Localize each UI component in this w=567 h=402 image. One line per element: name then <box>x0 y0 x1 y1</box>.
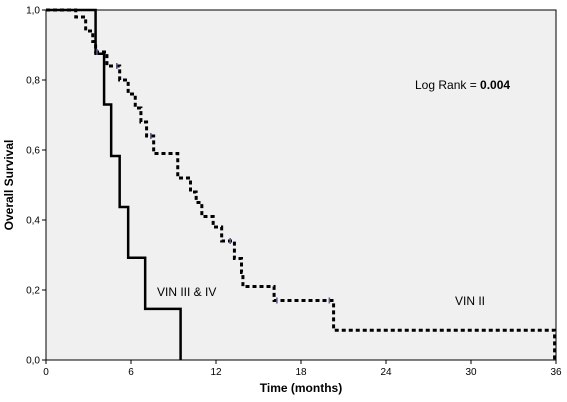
y-tick-label: 1,0 <box>26 6 40 17</box>
x-tick-label: 12 <box>210 367 222 378</box>
series-layer <box>46 8 557 360</box>
plot-area <box>45 9 557 361</box>
y-axis-title: Overall Survival <box>2 140 16 231</box>
y-axis-ticks: 0,0 0,2 0,4 0,6 0,8 1,0 <box>26 6 46 367</box>
series-label-vin-ii: VIN II <box>455 294 485 308</box>
series-label-vin-iii-iv: VIN III & IV <box>157 285 216 299</box>
log-rank-annotation: Log Rank = 0.004 <box>415 78 510 92</box>
y-tick-label: 0,6 <box>26 146 40 157</box>
x-tick-label: 18 <box>295 367 307 378</box>
x-tick-label: 36 <box>550 367 562 378</box>
x-tick-label: 6 <box>128 367 134 378</box>
y-tick-label: 0,4 <box>26 216 40 227</box>
y-tick-label: 0,2 <box>26 286 40 297</box>
x-axis-ticks: 0 6 12 18 24 30 36 <box>43 360 562 378</box>
censor-marks <box>96 49 331 304</box>
x-tick-label: 0 <box>43 367 49 378</box>
series-line-vin-ii <box>46 8 557 360</box>
log-rank-label: Log Rank = <box>415 78 480 92</box>
log-rank-value: 0.004 <box>480 78 510 92</box>
y-tick-label: 0,8 <box>26 76 40 87</box>
x-tick-label: 30 <box>465 367 477 378</box>
x-axis-title: Time (months) <box>260 381 342 395</box>
x-tick-label: 24 <box>380 367 392 378</box>
series-line-vin-iii-iv <box>46 8 182 360</box>
y-tick-label: 0,0 <box>26 356 40 367</box>
